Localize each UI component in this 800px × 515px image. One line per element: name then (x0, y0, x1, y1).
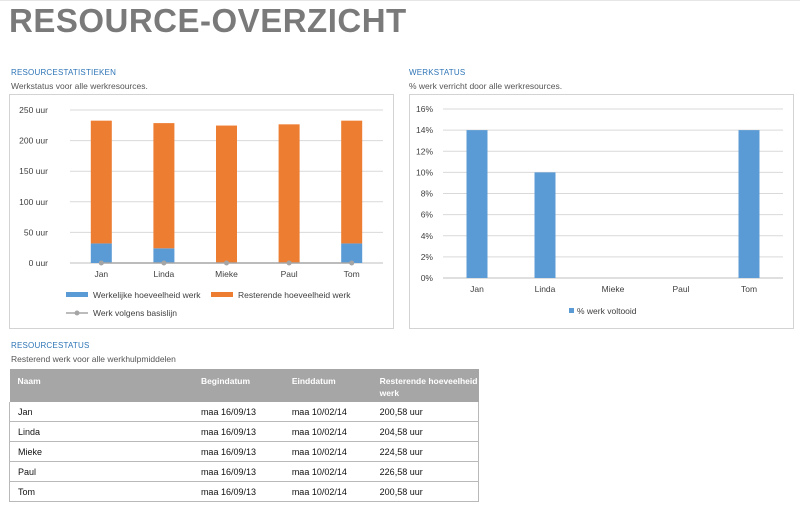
cell-name: Linda (8, 421, 193, 442)
col-header-name[interactable]: Naam (9, 369, 193, 402)
table-row[interactable]: Linda maa 16/09/13 maa 10/02/14 204,58 u… (8, 421, 479, 442)
stats-subtitle: Werkstatus voor alle werkresources. (11, 81, 148, 91)
y-tick-label: 0% (421, 273, 434, 283)
cell-name: Jan (8, 402, 193, 422)
x-tick-label: Linda (535, 284, 556, 294)
work-status-chart: 0% 2% 4% 6% 8% 10% 12% 14% 16% Jan Linda Mieke Paul T… (409, 94, 794, 329)
x-tick-label: Mieke (215, 269, 238, 279)
baseline-point (349, 260, 355, 266)
y-tick-label: 14% (416, 125, 433, 135)
col-header-start-date[interactable]: Begindatum (192, 369, 284, 402)
x-tick-label: Linda (153, 269, 174, 279)
y-tick-label: 0 uur (29, 258, 49, 268)
y-tick-label: 4% (421, 231, 434, 241)
bar-percent-complete (738, 130, 760, 278)
col-header-remaining-work[interactable]: Resterende hoeveelheid werk (371, 369, 479, 402)
top-divider (0, 0, 800, 1)
y-tick-label: 50 uur (24, 227, 48, 237)
workstatus-subtitle: % werk verricht door alle werkresources. (409, 81, 563, 91)
cell-end-date: maa 10/02/14 (283, 421, 372, 442)
legend-swatch-remaining (211, 292, 233, 297)
workstatus-heading: WERKSTATUS (409, 68, 466, 77)
bar-remaining-work (216, 125, 237, 263)
y-tick-label: 2% (421, 252, 434, 262)
page-title: RESOURCE-OVERZICHT (9, 2, 407, 39)
cell-name: Paul (8, 461, 193, 482)
cell-remaining-work: 204,58 uur (371, 421, 479, 442)
x-tick-label: Tom (741, 284, 757, 294)
bar-remaining-work (90, 120, 112, 244)
legend-label-actual: Werkelijke hoeveelheid werk (93, 290, 201, 300)
x-tick-label: Paul (672, 284, 689, 294)
table-row[interactable]: Paul maa 16/09/13 maa 10/02/14 226,58 uu… (8, 461, 479, 482)
col-header-end-date[interactable]: Einddatum (283, 369, 372, 402)
y-tick-label: 12% (416, 146, 433, 156)
cell-name: Tom (8, 481, 193, 502)
baseline-point (161, 260, 167, 266)
table-row[interactable]: Jan maa 16/09/13 maa 10/02/14 200,58 uur (8, 402, 479, 422)
legend-label-percent: % werk voltooid (577, 306, 637, 316)
cell-end-date: maa 10/02/14 (283, 461, 372, 482)
resource-stats-chart-svg: 0 uur 50 uur 100 uur 150 uur 200 uur 250 uur J… (19, 105, 383, 318)
x-tick-label: Tom (344, 269, 360, 279)
bar-remaining-work (341, 120, 363, 244)
bar-remaining-work (278, 124, 300, 263)
bar-remaining-work (153, 123, 175, 249)
bar-percent-complete (534, 172, 556, 278)
baseline-point (286, 260, 292, 266)
cell-start-date: maa 16/09/13 (192, 421, 284, 442)
y-tick-label: 100 uur (19, 197, 48, 207)
cell-start-date: maa 16/09/13 (192, 402, 284, 422)
table-row[interactable]: Tom maa 16/09/13 maa 10/02/14 200,58 uur (8, 481, 479, 502)
y-tick-label: 16% (416, 104, 433, 114)
legend-label-baseline: Werk volgens basislijn (93, 308, 177, 318)
stats-heading: RESOURCESTATISTIEKEN (11, 68, 117, 77)
cell-start-date: maa 16/09/13 (192, 461, 284, 482)
x-tick-label: Paul (281, 269, 298, 279)
work-status-chart-svg: 0% 2% 4% 6% 8% 10% 12% 14% 16% Jan Linda Mieke Paul T… (416, 104, 783, 316)
y-tick-label: 250 uur (19, 105, 48, 115)
y-tick-label: 8% (421, 189, 434, 199)
cell-remaining-work: 200,58 uur (371, 402, 479, 422)
bar-actual-work (341, 243, 363, 263)
x-tick-label: Jan (470, 284, 484, 294)
cell-end-date: maa 10/02/14 (283, 402, 372, 422)
table-header-row: Naam Begindatum Einddatum Resterende hoe… (9, 369, 479, 402)
resstatus-heading: RESOURCESTATUS (11, 341, 90, 350)
cell-start-date: maa 16/09/13 (192, 481, 284, 502)
x-tick-label: Jan (94, 269, 108, 279)
resource-stats-chart: 0 uur 50 uur 100 uur 150 uur 200 uur 250 uur J… (9, 94, 394, 329)
table-row[interactable]: Mieke maa 16/09/13 maa 10/02/14 224,58 u… (8, 441, 479, 462)
bar-actual-work (90, 243, 112, 263)
bar-actual-work (153, 248, 175, 263)
x-tick-label: Mieke (602, 284, 625, 294)
cell-start-date: maa 16/09/13 (192, 441, 284, 462)
legend-swatch-actual (66, 292, 88, 297)
baseline-point (224, 260, 229, 266)
baseline-point (98, 260, 104, 266)
y-tick-label: 10% (416, 167, 433, 177)
cell-end-date: maa 10/02/14 (283, 481, 372, 502)
legend-swatch-percent (569, 308, 574, 313)
cell-remaining-work: 224,58 uur (371, 441, 479, 462)
y-tick-label: 150 uur (19, 166, 48, 176)
cell-remaining-work: 200,58 uur (371, 481, 479, 502)
y-tick-label: 200 uur (19, 136, 48, 146)
legend-label-remaining: Resterende hoeveelheid werk (238, 290, 351, 300)
cell-remaining-work: 226,58 uur (371, 461, 479, 482)
resource-status-table: Naam Begindatum Einddatum Resterende hoe… (8, 369, 479, 502)
resstatus-subtitle: Resterend werk voor alle werkhulpmiddele… (11, 354, 176, 364)
y-tick-label: 6% (421, 210, 434, 220)
bar-percent-complete (466, 130, 488, 278)
cell-name: Mieke (8, 441, 193, 462)
cell-end-date: maa 10/02/14 (283, 441, 372, 462)
legend-marker-baseline (74, 310, 80, 316)
